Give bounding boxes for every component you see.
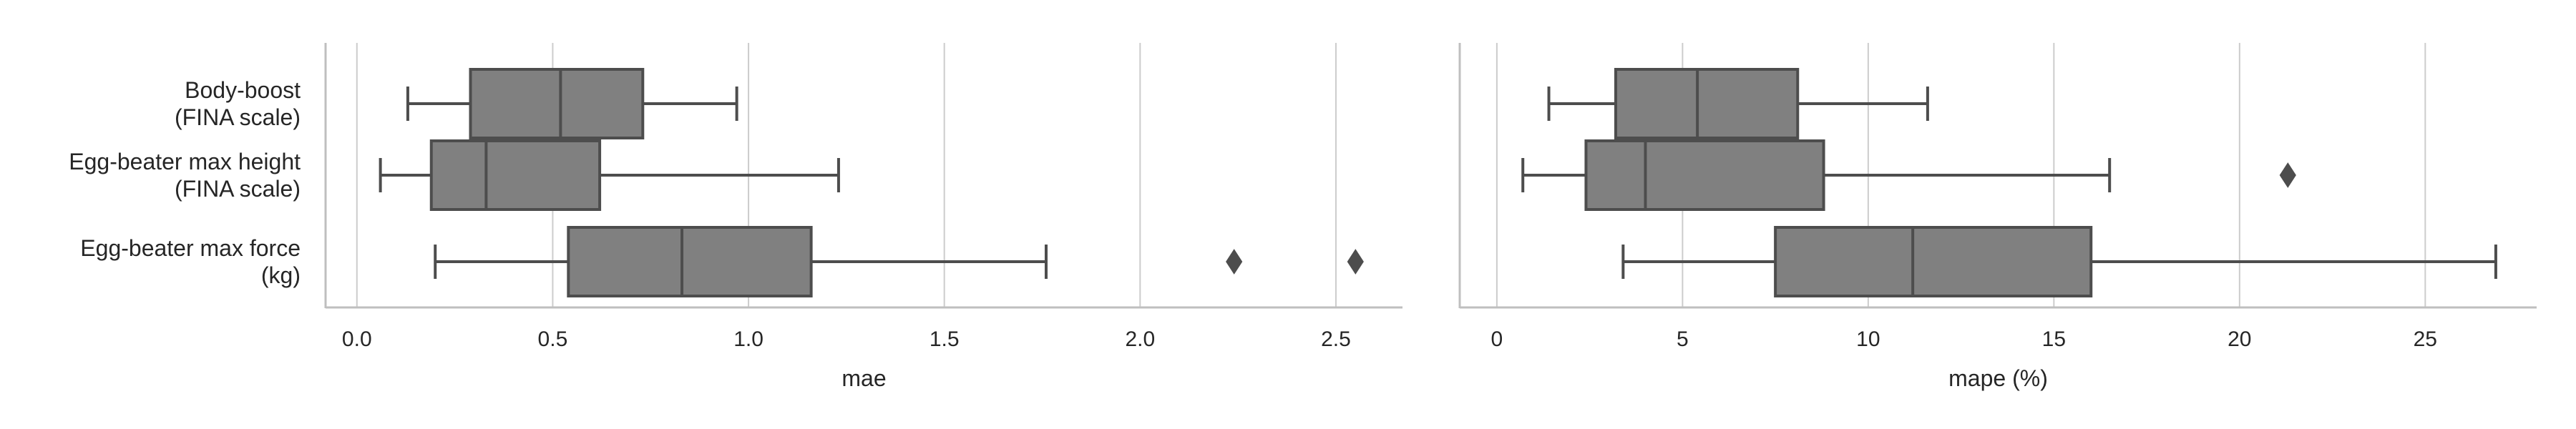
mape-box-group xyxy=(1621,226,2497,297)
category-label-line: (kg) xyxy=(261,262,301,288)
category-label-line: (FINA scale) xyxy=(175,104,301,130)
interquartile-box xyxy=(429,139,602,211)
outlier-marker xyxy=(1347,249,1364,275)
category-label-line: Egg-beater max height xyxy=(69,149,301,174)
outlier-marker xyxy=(2279,162,2296,188)
mape-tick-label: 0 xyxy=(1491,327,1503,351)
category-label: Egg-beater max force (kg) xyxy=(80,235,301,288)
mae-boxes xyxy=(379,68,1364,297)
mape-axes xyxy=(1458,43,2537,309)
mape-x-axis-label: mape (%) xyxy=(1948,365,2048,391)
mae-tick-label: 1.5 xyxy=(930,327,960,351)
interquartile-box xyxy=(567,226,813,297)
category-labels: Body-boost (FINA scale)Egg-beater max hei… xyxy=(69,77,301,288)
mape-panel: 0 5 10 15 20 25 mape (%) xyxy=(1458,43,2537,391)
mae-box-group xyxy=(434,226,1364,297)
category-label-line: (FINA scale) xyxy=(175,176,301,202)
mape-tick-label: 10 xyxy=(1856,327,1880,351)
mae-tick-label: 1.0 xyxy=(733,327,763,351)
interquartile-box xyxy=(1614,68,1800,139)
mape-tick-labels: 0 5 10 15 20 25 xyxy=(1491,327,2437,351)
mae-tick-label: 2.0 xyxy=(1125,327,1155,351)
mae-box-group xyxy=(379,139,840,211)
mae-axes xyxy=(324,43,1402,309)
interquartile-box xyxy=(469,68,645,139)
mae-x-axis-label: mae xyxy=(841,365,886,391)
category-label: Egg-beater max height (FINA scale) xyxy=(69,149,301,202)
mape-boxes xyxy=(1521,68,2497,297)
mae-panel: 0.0 0.5 1.0 1.5 2.0 2.5 mae Body-boost (FINA s… xyxy=(69,43,1402,391)
mae-box-group xyxy=(406,68,738,139)
mape-tick-label: 20 xyxy=(2228,327,2251,351)
mape-tick-label: 25 xyxy=(2414,327,2437,351)
mape-tick-label: 15 xyxy=(2042,327,2066,351)
outlier-marker xyxy=(1226,249,1243,275)
category-label-line: Body-boost xyxy=(185,77,301,103)
mape-box-group xyxy=(1521,139,2296,211)
interquartile-box xyxy=(1584,139,1825,211)
interquartile-box xyxy=(1774,226,2093,297)
mae-tick-label: 0.0 xyxy=(342,327,372,351)
mae-tick-label: 0.5 xyxy=(538,327,568,351)
category-label-line: Egg-beater max force xyxy=(80,235,301,261)
mae-tick-labels: 0.0 0.5 1.0 1.5 2.0 2.5 xyxy=(342,327,1351,351)
mape-box-group xyxy=(1547,68,1929,139)
mae-tick-label: 2.5 xyxy=(1321,327,1351,351)
mape-tick-label: 5 xyxy=(1677,327,1689,351)
category-label: Body-boost (FINA scale) xyxy=(175,77,301,130)
